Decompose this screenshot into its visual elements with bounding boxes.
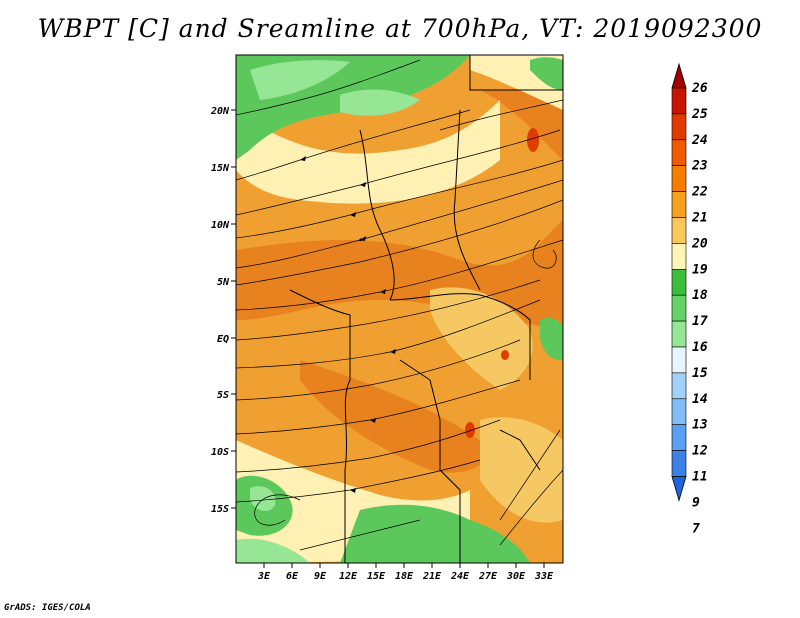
stream-arrows: [300, 156, 396, 493]
colorbar-swatch: [671, 87, 687, 115]
lon-label: 30E: [506, 571, 526, 582]
colorbar-swatch: [671, 191, 687, 218]
lat-label: 5N: [217, 277, 230, 288]
lon-label: 18E: [395, 571, 414, 582]
lat-label: 15N: [211, 163, 230, 174]
colorbar-label: 23: [691, 159, 708, 174]
country-borders: [289, 55, 563, 563]
colorbar-label: 26: [691, 81, 708, 96]
lon-axis: [263, 563, 545, 568]
colorbar: 26 25 24 23 22 21 20 19 18 17 16 15 14 13 12 11 9 7: [671, 62, 708, 536]
lon-label: 12E: [339, 571, 358, 582]
colorbar-swatch: [671, 165, 687, 192]
lat-label: EQ: [217, 334, 229, 345]
colorbar-swatch: [671, 113, 687, 141]
lon-label: 21E: [422, 571, 442, 582]
lat-label: 5S: [217, 390, 229, 401]
colorbar-bottom-arrow: [671, 476, 687, 502]
lon-label: 6E: [286, 571, 299, 582]
lat-axis: [231, 109, 236, 509]
colorbar-label: 24: [691, 133, 708, 148]
colorbar-label: 12: [692, 444, 708, 459]
colorbar-label: 20: [691, 236, 708, 251]
colorbar-swatch: [671, 398, 687, 425]
lon-label: 33E: [534, 571, 554, 582]
colorbar-swatch: [671, 243, 687, 270]
colorbar-label: 11: [692, 470, 708, 485]
credit-label: GrADS: IGES/COLA: [4, 603, 91, 613]
colorbar-top-arrow: [671, 62, 687, 89]
colorbar-label: 18: [692, 288, 708, 303]
colorbar-label: 9: [692, 495, 700, 510]
lon-label: 9E: [314, 571, 327, 582]
lat-label: 10N: [211, 220, 230, 231]
colorbar-swatch: [671, 217, 687, 244]
colorbar-label: 7: [692, 521, 700, 536]
lon-label: 3E: [257, 571, 271, 582]
colorbar-label: 13: [692, 418, 708, 433]
colorbar-swatch: [671, 294, 687, 322]
colorbar-label: 22: [691, 185, 708, 200]
colorbar-label: 19: [692, 262, 708, 277]
lat-label: 20N: [210, 106, 230, 117]
colorbar-label: 17: [692, 314, 708, 329]
chart-title: WBPT [C] and Sreamline at 700hPa, VT: 20…: [37, 14, 763, 43]
colorbar-label: 21: [691, 211, 708, 226]
lon-label: 15E: [367, 571, 386, 582]
colorbar-swatch: [671, 139, 687, 167]
wbpt-field: [236, 55, 563, 563]
colorbar-label: 14: [692, 392, 708, 407]
colorbar-label: 16: [692, 340, 708, 355]
lon-label: 27E: [478, 571, 498, 582]
colorbar-label: 15: [692, 366, 708, 381]
colorbar-swatch: [671, 268, 687, 296]
colorbar-swatch: [671, 320, 687, 348]
colorbar-swatch: [671, 424, 687, 451]
colorbar-label: 25: [691, 107, 708, 122]
map-frame: [235, 54, 564, 564]
colorbar-swatch: [671, 372, 687, 400]
lat-label: 15S: [211, 504, 229, 515]
colorbar-swatch: [671, 450, 687, 477]
lat-label: 10S: [211, 447, 229, 458]
lon-label: 24E: [450, 571, 470, 582]
colorbar-swatch: [671, 346, 687, 374]
